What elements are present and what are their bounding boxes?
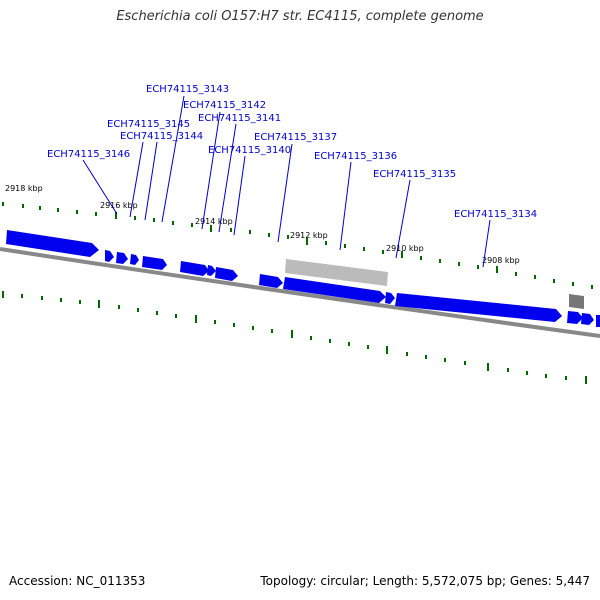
gene-arrow[interactable] xyxy=(259,274,283,288)
gene-arrow[interactable] xyxy=(596,315,600,327)
gene-arrow[interactable] xyxy=(581,313,594,325)
accession-text: Accession: NC_011353 xyxy=(9,574,146,588)
gene-arrow[interactable] xyxy=(130,254,139,265)
feature-grey-small xyxy=(569,294,584,309)
gene-label-3137[interactable]: ECH74115_3137 xyxy=(254,132,337,143)
gene-arrow[interactable] xyxy=(116,252,128,264)
gene-label-3141[interactable]: ECH74115_3141 xyxy=(198,113,281,124)
gene-arrow[interactable] xyxy=(207,265,216,276)
feature-grey-bar xyxy=(285,259,388,286)
outer-tick-row xyxy=(2,202,593,289)
gene-label-3146[interactable]: ECH74115_3146 xyxy=(47,149,130,160)
gene-label-3135[interactable]: ECH74115_3135 xyxy=(373,169,456,180)
gene-arrow[interactable] xyxy=(283,277,386,303)
genome-summary-text: Topology: circular; Length: 5,572,075 bp… xyxy=(260,574,590,588)
gene-arrow[interactable] xyxy=(6,230,99,257)
map-title: Escherichia coli O157:H7 str. EC4115, co… xyxy=(116,9,484,24)
kbp-label-2908: 2908 kbp xyxy=(482,256,520,265)
kbp-label-2914: 2914 kbp xyxy=(195,217,233,226)
kbp-label-2910: 2910 kbp xyxy=(386,244,424,253)
gene-arrow[interactable] xyxy=(215,267,238,281)
gene-label-3144[interactable]: ECH74115_3144 xyxy=(120,131,203,142)
gene-label-3143[interactable]: ECH74115_3143 xyxy=(146,84,229,95)
inner-tick-row xyxy=(2,291,587,384)
genome-backbone xyxy=(0,247,600,338)
kbp-label-2916: 2916 kbp xyxy=(100,201,138,210)
gene-label-3140[interactable]: ECH74115_3140 xyxy=(208,145,291,156)
gene-arrow[interactable] xyxy=(385,292,395,304)
gene-arrow[interactable] xyxy=(567,311,583,324)
gene-label-3134[interactable]: ECH74115_3134 xyxy=(454,209,537,220)
gene-features xyxy=(6,230,600,327)
gene-arrow[interactable] xyxy=(105,250,114,262)
gene-label-3136[interactable]: ECH74115_3136 xyxy=(314,151,397,162)
kbp-label-2912: 2912 kbp xyxy=(290,231,328,240)
gene-label-3145[interactable]: ECH74115_3145 xyxy=(107,119,190,130)
gene-arrow[interactable] xyxy=(142,256,167,270)
gene-label-3142[interactable]: ECH74115_3142 xyxy=(183,100,266,111)
gene-arrow[interactable] xyxy=(180,261,209,276)
kbp-label-2918: 2918 kbp xyxy=(5,184,43,193)
gene-arrow[interactable] xyxy=(395,293,562,322)
gene-leader-lines xyxy=(82,95,491,268)
